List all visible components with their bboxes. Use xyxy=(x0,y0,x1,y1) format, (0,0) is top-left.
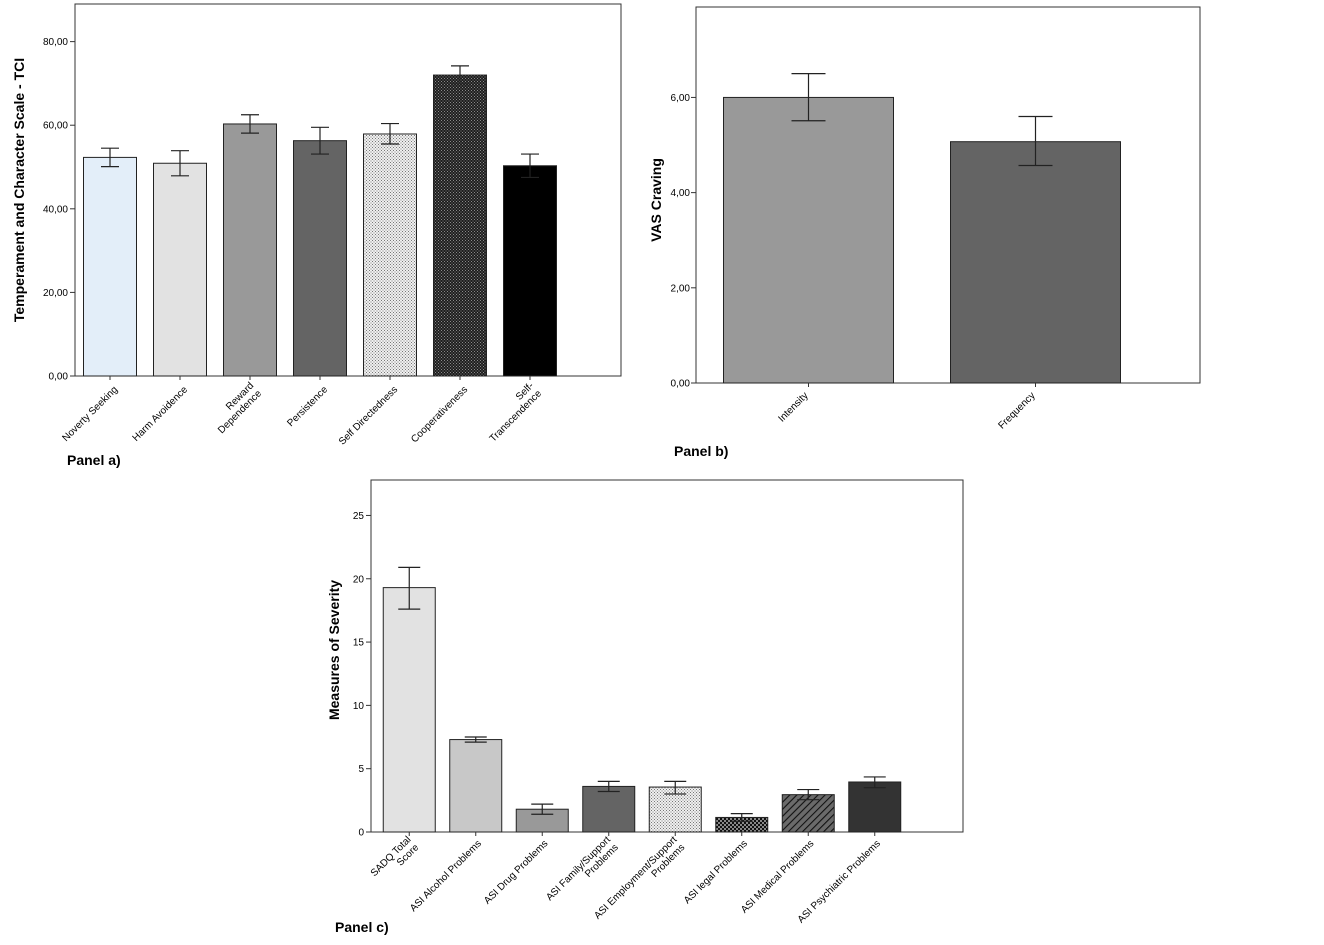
c-category-label-line: ASI Family/Support xyxy=(544,834,613,903)
c-bar-2 xyxy=(449,739,503,833)
c-ytick-label: 20 xyxy=(353,574,365,585)
a-category-label-7: Self-Transcendence xyxy=(480,380,544,444)
a-ytick-label: 40,00 xyxy=(43,204,68,215)
a-bar-1 xyxy=(83,156,137,377)
b-plot-frame xyxy=(695,6,1201,384)
b-bar-2 xyxy=(950,141,1121,384)
panel-a-chart: 0,00 20,00 40,00 60,00 80,00 Temperament and … xyxy=(11,3,622,468)
c-category-label-6: ASI legal Problems xyxy=(682,838,750,906)
c-category-label-line: ASI Medical Problems xyxy=(739,838,816,915)
c-bar-1 xyxy=(382,587,436,833)
a-category-label-line: Noverty Seeking xyxy=(60,384,120,444)
a-ytick-label: 60,00 xyxy=(43,121,68,132)
panel-c-chart: 0 5 10 15 20 25 Measures of Severity SADQ Total… xyxy=(326,479,964,935)
a-ytick-label: 80,00 xyxy=(43,37,68,48)
c-bar-8 xyxy=(848,781,902,833)
b-category-label-1: Intensity xyxy=(777,390,811,424)
a-category-label-line: Persistence xyxy=(285,384,330,429)
b-ytick-label: 0,00 xyxy=(671,379,691,390)
c-bar-7 xyxy=(781,794,835,833)
panel-b-chart: 0,00 2,00 4,00 6,00 VAS Craving Intensity Freq… xyxy=(648,6,1201,459)
a-panel-label: Panel a) xyxy=(67,452,121,468)
b-ytick-label: 6,00 xyxy=(671,93,691,104)
c-category-label-line: ASI legal Problems xyxy=(682,838,750,906)
a-category-label-1: Noverty Seeking xyxy=(60,384,120,444)
b-ytick-label: 4,00 xyxy=(671,188,691,199)
c-category-label-3: ASI Drug Problems xyxy=(482,838,550,906)
a-category-label-4: Persistence xyxy=(285,384,330,429)
c-category-label-7: ASI Medical Problems xyxy=(739,838,816,915)
a-category-label-6: Cooperativeness xyxy=(409,384,470,445)
b-panel-label: Panel b) xyxy=(674,443,728,459)
c-category-label-1: SADQ TotalScore xyxy=(369,834,422,887)
c-category-label-line: ASI Drug Problems xyxy=(482,838,550,906)
a-plot-frame xyxy=(74,3,622,377)
a-category-label-line: Self Directedness xyxy=(337,384,400,447)
a-bar-4 xyxy=(293,140,347,377)
a-category-label-5: Self Directedness xyxy=(337,384,400,447)
a-bar-7 xyxy=(503,165,557,377)
a-y-axis-title: Temperament and Character Scale - TCI xyxy=(11,58,27,322)
a-category-label-2: Harm Avoidence xyxy=(131,384,191,444)
a-ytick-label: 20,00 xyxy=(43,288,68,299)
a-bar-6 xyxy=(433,74,487,377)
a-bar-5 xyxy=(363,133,417,377)
c-y-axis-title: Measures of Severity xyxy=(326,580,342,720)
b-y-axis-title: VAS Craving xyxy=(648,158,664,242)
c-ytick-label: 5 xyxy=(358,764,364,775)
b-ytick-label: 2,00 xyxy=(671,283,691,294)
c-bar-4 xyxy=(582,785,636,833)
a-category-label-line: Cooperativeness xyxy=(409,384,470,445)
c-ytick-label: 10 xyxy=(353,701,365,712)
a-category-label-3: RewardDependence xyxy=(208,380,264,436)
b-category-label-line: Frequency xyxy=(996,390,1037,431)
b-category-label-line: Intensity xyxy=(777,390,811,424)
c-ytick-label: 0 xyxy=(358,828,364,839)
b-bar-1 xyxy=(723,96,894,384)
c-ytick-label: 15 xyxy=(353,638,365,649)
b-category-label-2: Frequency xyxy=(996,390,1037,431)
a-bar-3 xyxy=(223,123,277,377)
c-panel-label: Panel c) xyxy=(335,919,389,935)
a-bar-2 xyxy=(153,162,207,377)
a-category-label-line: Harm Avoidence xyxy=(131,384,191,444)
c-ytick-label: 25 xyxy=(353,511,365,522)
a-ytick-label: 0,00 xyxy=(49,372,69,383)
